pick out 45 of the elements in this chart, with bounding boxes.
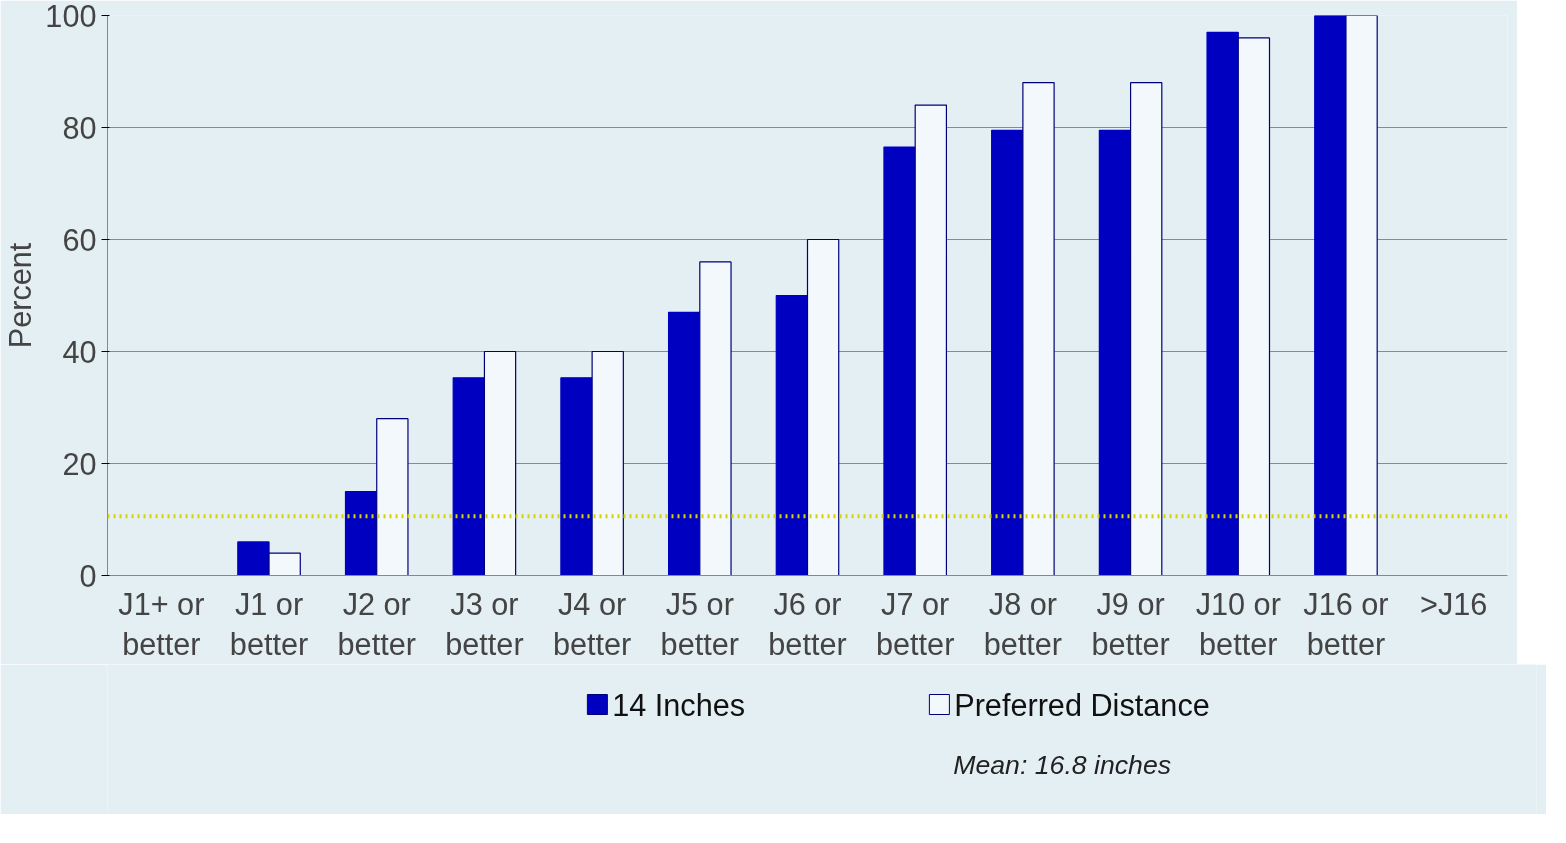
bar: [1314, 15, 1347, 576]
bar: [376, 418, 409, 576]
text: Mean: 16.8 inches: [953, 749, 1172, 780]
bar: [591, 350, 624, 576]
y-axis-title: Percent: [3, 242, 38, 349]
x-tick-label: J1+ or better: [118, 586, 205, 662]
bar: [1022, 82, 1055, 576]
legend-label: Preferred Distance: [954, 687, 1210, 722]
bar: [914, 104, 948, 576]
y-tick-label: 60: [62, 222, 97, 257]
y-tick-label: 20: [62, 446, 97, 481]
bar: [268, 552, 301, 576]
bar: [452, 377, 486, 576]
x-tick-label: J9 or better: [1091, 586, 1170, 662]
x-tick-label: J4 or better: [552, 586, 632, 662]
bar: [560, 377, 593, 576]
bar: [667, 311, 701, 576]
x-tick-label: J10 or better: [1195, 586, 1281, 662]
x-tick-label: >J16: [1419, 586, 1488, 621]
bar: [991, 129, 1024, 576]
bar: [806, 238, 840, 576]
x-tick-label: J5 or better: [660, 586, 740, 662]
y-tick-label: 80: [62, 110, 97, 145]
x-tick-label: J2 or better: [337, 586, 416, 662]
y-tick-label: 100: [45, 0, 97, 33]
legend-label: 14 Inches: [612, 687, 746, 722]
bar: [775, 294, 809, 576]
x-tick-label: J7 or better: [876, 586, 955, 662]
bar: [344, 490, 378, 576]
bar: [1345, 15, 1378, 576]
bar: [483, 350, 517, 576]
bar: [699, 261, 732, 576]
bar: [1098, 129, 1132, 576]
bar: [237, 541, 270, 576]
bar: [1206, 31, 1239, 576]
bar: [1237, 37, 1271, 576]
x-tick-label: J8 or better: [983, 586, 1063, 662]
x-tick-label: J6 or better: [768, 586, 847, 662]
y-tick-label: 40: [62, 334, 97, 369]
x-tick-label: J1 or better: [229, 586, 309, 662]
bar: [883, 146, 916, 576]
x-tick-label: J16 or better: [1303, 586, 1389, 662]
y-tick-label: 0: [79, 558, 97, 593]
bar: [1129, 82, 1163, 576]
x-tick-label: J3 or better: [445, 586, 524, 662]
